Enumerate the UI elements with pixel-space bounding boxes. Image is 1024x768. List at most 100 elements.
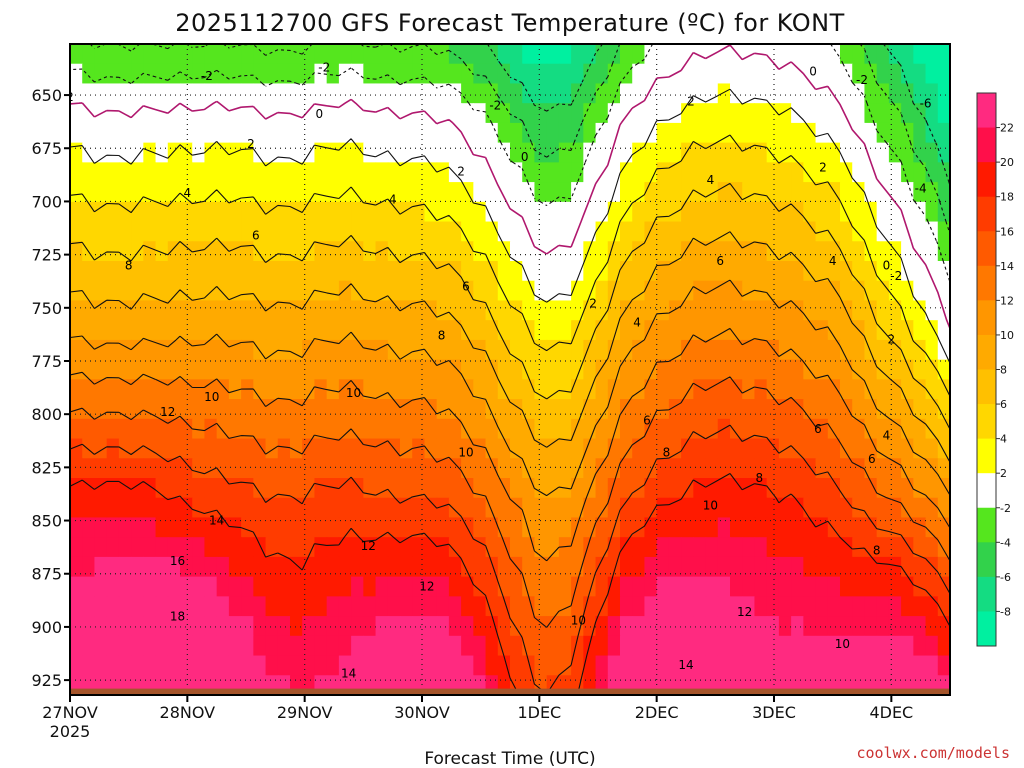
temperature-cell — [888, 556, 902, 578]
temperature-cell — [815, 103, 829, 124]
temperature-cell — [363, 556, 377, 578]
isotherm-label: 18 — [170, 609, 185, 623]
temperature-cell — [656, 261, 670, 282]
temperature-cell — [876, 221, 890, 242]
temperature-cell — [742, 497, 756, 519]
temperature-cell — [290, 182, 303, 203]
temperature-cell — [375, 359, 389, 380]
temperature-cell — [228, 497, 242, 519]
temperature-cell — [510, 63, 523, 85]
temperature-cell — [204, 142, 218, 163]
temperature-cell — [473, 221, 487, 242]
temperature-cell — [766, 103, 780, 124]
temperature-cell — [803, 616, 817, 637]
temperature-cell — [717, 497, 731, 519]
temperature-cell — [876, 63, 890, 85]
temperature-cell — [693, 44, 707, 65]
temperature-cell — [827, 339, 841, 361]
temperature-cell — [338, 379, 352, 400]
temperature-cell — [888, 44, 902, 65]
temperature-cell — [326, 221, 340, 242]
temperature-cell — [106, 142, 120, 163]
temperature-cell — [400, 162, 413, 183]
temperature-cell — [436, 339, 450, 361]
temperature-cell — [925, 359, 939, 380]
colorbar-swatch — [977, 231, 996, 267]
temperature-cell — [546, 399, 560, 420]
temperature-cell — [534, 122, 548, 144]
temperature-cell — [607, 122, 621, 144]
temperature-cell — [510, 418, 523, 440]
temperature-cell — [791, 122, 804, 144]
temperature-cell — [693, 182, 707, 203]
temperature-cell — [216, 122, 230, 144]
temperature-cell — [620, 418, 633, 440]
temperature-cell — [241, 359, 254, 380]
temperature-cell — [228, 339, 242, 361]
temperature-cell — [827, 458, 841, 479]
temperature-cell — [94, 241, 108, 262]
temperature-cell — [118, 458, 132, 479]
isotherm-label: 6 — [643, 414, 651, 428]
temperature-cell — [656, 221, 670, 242]
temperature-cell — [607, 537, 621, 558]
temperature-cell — [595, 103, 609, 124]
temperature-cell — [620, 517, 633, 538]
temperature-cell — [925, 596, 939, 617]
temperature-cell — [534, 320, 548, 341]
temperature-cell — [363, 596, 377, 617]
temperature-cell — [937, 537, 950, 558]
temperature-cell — [70, 616, 83, 637]
temperature-cell — [387, 635, 401, 657]
temperature-cell — [730, 478, 743, 499]
temperature-cell — [326, 616, 340, 637]
temperature-cell — [913, 517, 927, 538]
temperature-cell — [937, 63, 950, 85]
colorbar-label: 12 — [1000, 294, 1014, 307]
temperature-cell — [302, 280, 316, 302]
temperature-cell — [864, 576, 878, 597]
temperature-cell — [131, 576, 144, 597]
temperature-cell — [338, 83, 352, 104]
temperature-cell — [705, 182, 719, 203]
isotherm-label: 0 — [521, 150, 529, 164]
temperature-cell — [864, 83, 878, 104]
temperature-cell — [791, 320, 804, 341]
temperature-cell — [534, 83, 548, 104]
temperature-cell — [510, 241, 523, 262]
colorbar-swatch — [977, 576, 996, 612]
temperature-cell — [265, 458, 279, 479]
temperature-cell — [70, 162, 83, 183]
temperature-cell — [118, 83, 132, 104]
temperature-cell — [888, 122, 902, 144]
temperature-cell — [754, 300, 768, 321]
temperature-cell — [681, 418, 694, 440]
x-tick-label: 2DEC — [635, 703, 679, 722]
temperature-cell — [290, 458, 303, 479]
temperature-cell — [70, 399, 83, 420]
temperature-cell — [705, 320, 719, 341]
temperature-cell — [167, 339, 181, 361]
temperature-cell — [131, 438, 144, 459]
isotherm-label: 10 — [204, 390, 219, 404]
temperature-cell — [400, 537, 413, 558]
temperature-cell — [326, 556, 340, 578]
temperature-cell — [693, 300, 707, 321]
temperature-cell — [277, 300, 291, 321]
temperature-cell — [717, 517, 731, 538]
temperature-cell — [815, 497, 829, 519]
temperature-cell — [143, 616, 157, 637]
temperature-cell — [546, 635, 560, 657]
temperature-cell — [681, 596, 694, 617]
temperature-cell — [180, 359, 193, 380]
temperature-cell — [412, 221, 426, 242]
temperature-cell — [106, 596, 120, 617]
temperature-cell — [106, 201, 120, 223]
temperature-cell — [510, 517, 523, 538]
temperature-cell — [375, 497, 389, 519]
temperature-cell — [632, 261, 646, 282]
temperature-cell — [155, 517, 169, 538]
temperature-cell — [852, 339, 866, 361]
temperature-cell — [901, 241, 914, 262]
temperature-cell — [656, 596, 670, 617]
